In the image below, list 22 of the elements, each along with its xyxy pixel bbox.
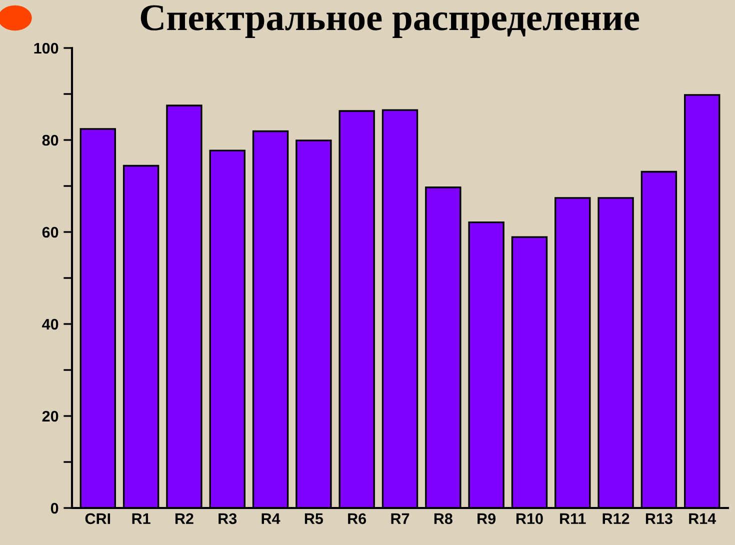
y-tick-label: 20: [42, 410, 58, 422]
y-tick-label: 60: [42, 226, 58, 238]
x-tick-label: R13: [646, 513, 672, 524]
x-tick-label: R10: [516, 513, 543, 524]
chart-title: Спектральное распределение: [140, 5, 640, 38]
x-tick-label: R3: [218, 513, 237, 524]
x-tick-label: R7: [391, 513, 410, 524]
x-tick-label: R11: [560, 513, 586, 524]
x-tick-label: R6: [348, 513, 366, 524]
x-tick-label: CRI: [85, 513, 110, 524]
y-tick-label: 0: [50, 502, 58, 514]
x-tick-label: R2: [175, 513, 194, 524]
x-tick-label: R9: [478, 513, 496, 524]
x-tick-label: R1: [132, 513, 150, 524]
y-tick-label: 80: [42, 134, 58, 146]
y-tick-label: 100: [34, 42, 58, 54]
x-tick-label: R5: [304, 513, 324, 524]
x-tick-label: R4: [262, 513, 280, 524]
y-tick-label: 40: [42, 318, 58, 330]
x-tick-label: R12: [602, 513, 630, 524]
x-tick-label: R8: [434, 513, 452, 524]
x-tick-label: R14: [689, 513, 716, 524]
